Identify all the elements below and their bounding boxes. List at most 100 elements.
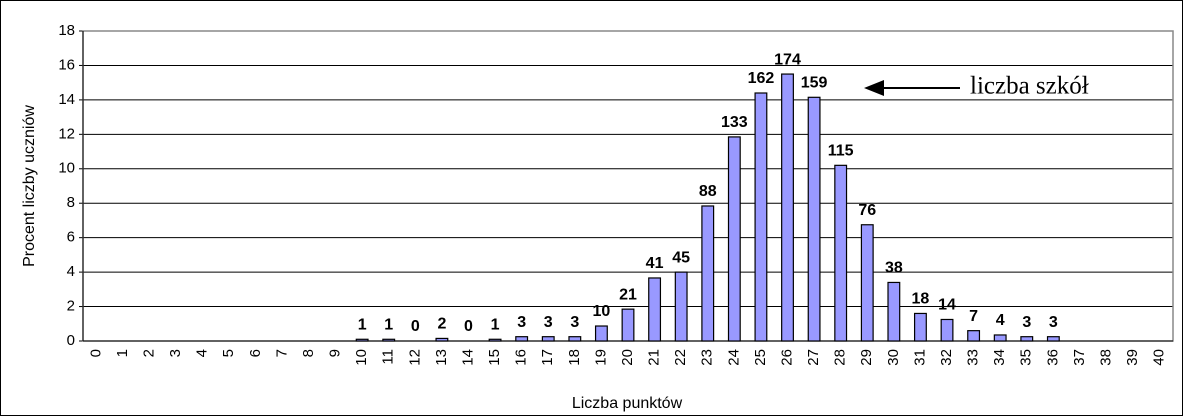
school-count-label: 159 bbox=[801, 75, 828, 92]
school-count-label: 3 bbox=[517, 314, 526, 331]
bar bbox=[807, 96, 821, 342]
school-count-label: 10 bbox=[593, 303, 611, 320]
x-tick-label: 25 bbox=[752, 349, 769, 366]
x-tick-label: 15 bbox=[486, 349, 503, 366]
x-tick-label: 30 bbox=[885, 349, 902, 366]
bar bbox=[648, 277, 662, 342]
bar bbox=[781, 73, 794, 342]
x-tick-label: 11 bbox=[380, 349, 397, 365]
x-tick-label: 12 bbox=[406, 349, 423, 366]
school-count-label: 88 bbox=[699, 183, 717, 200]
bar bbox=[887, 281, 901, 342]
bar bbox=[1020, 336, 1034, 342]
y-tick-label: 18 bbox=[58, 22, 75, 39]
x-tick-label: 13 bbox=[433, 349, 450, 366]
school-count-label: 3 bbox=[544, 314, 553, 331]
x-tick-label: 33 bbox=[965, 349, 982, 366]
x-tick-label: 23 bbox=[699, 349, 716, 366]
x-axis-title: Liczba punktów bbox=[572, 395, 683, 412]
school-count-label: 162 bbox=[748, 70, 775, 87]
x-tick-label: 39 bbox=[1124, 349, 1141, 366]
school-count-label: 38 bbox=[885, 260, 903, 277]
x-tick-label: 22 bbox=[672, 349, 689, 366]
x-tick-label: 26 bbox=[778, 349, 795, 366]
bar bbox=[541, 336, 555, 342]
annotation: liczba szkół bbox=[970, 73, 1089, 100]
bar bbox=[860, 224, 874, 342]
x-tick-label: 17 bbox=[539, 349, 556, 366]
x-tick-label: 38 bbox=[1098, 349, 1115, 366]
school-count-label: 2 bbox=[437, 316, 446, 333]
x-tick-label: 0 bbox=[87, 349, 104, 357]
x-tick-label: 32 bbox=[938, 349, 955, 366]
x-tick-label: 24 bbox=[725, 349, 742, 366]
y-axis-title: Procent liczby uczniów bbox=[21, 105, 38, 267]
x-tick-label: 18 bbox=[566, 349, 583, 366]
x-tick-label: 1 bbox=[114, 349, 131, 357]
x-tick-label: 31 bbox=[911, 349, 928, 366]
school-count-label: 21 bbox=[619, 286, 637, 303]
x-tick-label: 4 bbox=[194, 349, 211, 357]
school-count-label: 14 bbox=[938, 297, 956, 314]
y-tick-label: 0 bbox=[67, 332, 75, 349]
y-tick-label: 6 bbox=[67, 229, 75, 246]
y-tick-label: 4 bbox=[67, 263, 75, 280]
x-tick-label: 35 bbox=[1018, 349, 1035, 366]
bar bbox=[515, 336, 529, 342]
bar bbox=[621, 308, 635, 342]
bar bbox=[727, 136, 741, 342]
school-count-label: 133 bbox=[721, 114, 748, 131]
school-count-label: 1 bbox=[358, 316, 367, 333]
x-tick-label: 9 bbox=[327, 349, 344, 357]
x-tick-label: 29 bbox=[858, 349, 875, 366]
x-tick-label: 7 bbox=[273, 349, 290, 357]
x-tick-label: 8 bbox=[300, 349, 317, 357]
bar bbox=[993, 334, 1007, 342]
school-count-label: 1 bbox=[491, 316, 500, 333]
y-tick-label: 2 bbox=[67, 298, 75, 315]
x-tick-label: 28 bbox=[832, 349, 849, 366]
y-tick-label: 10 bbox=[58, 160, 75, 177]
y-tick-label: 12 bbox=[58, 125, 75, 142]
y-tick-label: 8 bbox=[67, 194, 75, 211]
bar bbox=[674, 271, 688, 342]
school-count-label: 18 bbox=[912, 291, 930, 308]
school-count-label: 0 bbox=[464, 318, 473, 335]
annotation-arrowhead bbox=[864, 80, 884, 96]
x-tick-label: 10 bbox=[353, 349, 370, 366]
school-count-label: 4 bbox=[996, 312, 1005, 329]
x-tick-label: 6 bbox=[247, 349, 264, 357]
bar bbox=[834, 164, 848, 342]
school-count-label: 3 bbox=[1022, 314, 1031, 331]
y-tick-label: 14 bbox=[58, 91, 75, 108]
school-count-label: 3 bbox=[570, 314, 579, 331]
bar bbox=[594, 325, 608, 342]
bar bbox=[1046, 336, 1060, 342]
x-tick-label: 20 bbox=[619, 349, 636, 366]
school-count-label: 7 bbox=[969, 308, 978, 325]
bar bbox=[967, 330, 981, 342]
bar bbox=[568, 336, 582, 342]
bar bbox=[940, 318, 954, 342]
school-count-label: 41 bbox=[646, 255, 664, 272]
x-tick-label: 3 bbox=[167, 349, 184, 357]
x-tick-label: 5 bbox=[220, 349, 237, 357]
school-count-label: 45 bbox=[672, 249, 690, 266]
x-tick-label: 16 bbox=[513, 349, 530, 366]
school-count-label: 3 bbox=[1049, 314, 1058, 331]
x-tick-label: 36 bbox=[1044, 349, 1061, 366]
x-tick-label: 34 bbox=[991, 349, 1008, 366]
x-tick-label: 40 bbox=[1151, 349, 1168, 366]
bar bbox=[913, 312, 927, 342]
school-count-label: 174 bbox=[774, 51, 801, 68]
x-tick-label: 14 bbox=[459, 349, 476, 366]
x-tick-label: 21 bbox=[646, 349, 663, 366]
school-count-label: 0 bbox=[411, 318, 420, 335]
x-tick-label: 2 bbox=[140, 349, 157, 357]
x-tick-label: 27 bbox=[805, 349, 822, 366]
y-tick-label: 16 bbox=[58, 56, 75, 73]
school-count-label: 115 bbox=[828, 143, 854, 160]
school-count-label: 76 bbox=[858, 202, 876, 219]
